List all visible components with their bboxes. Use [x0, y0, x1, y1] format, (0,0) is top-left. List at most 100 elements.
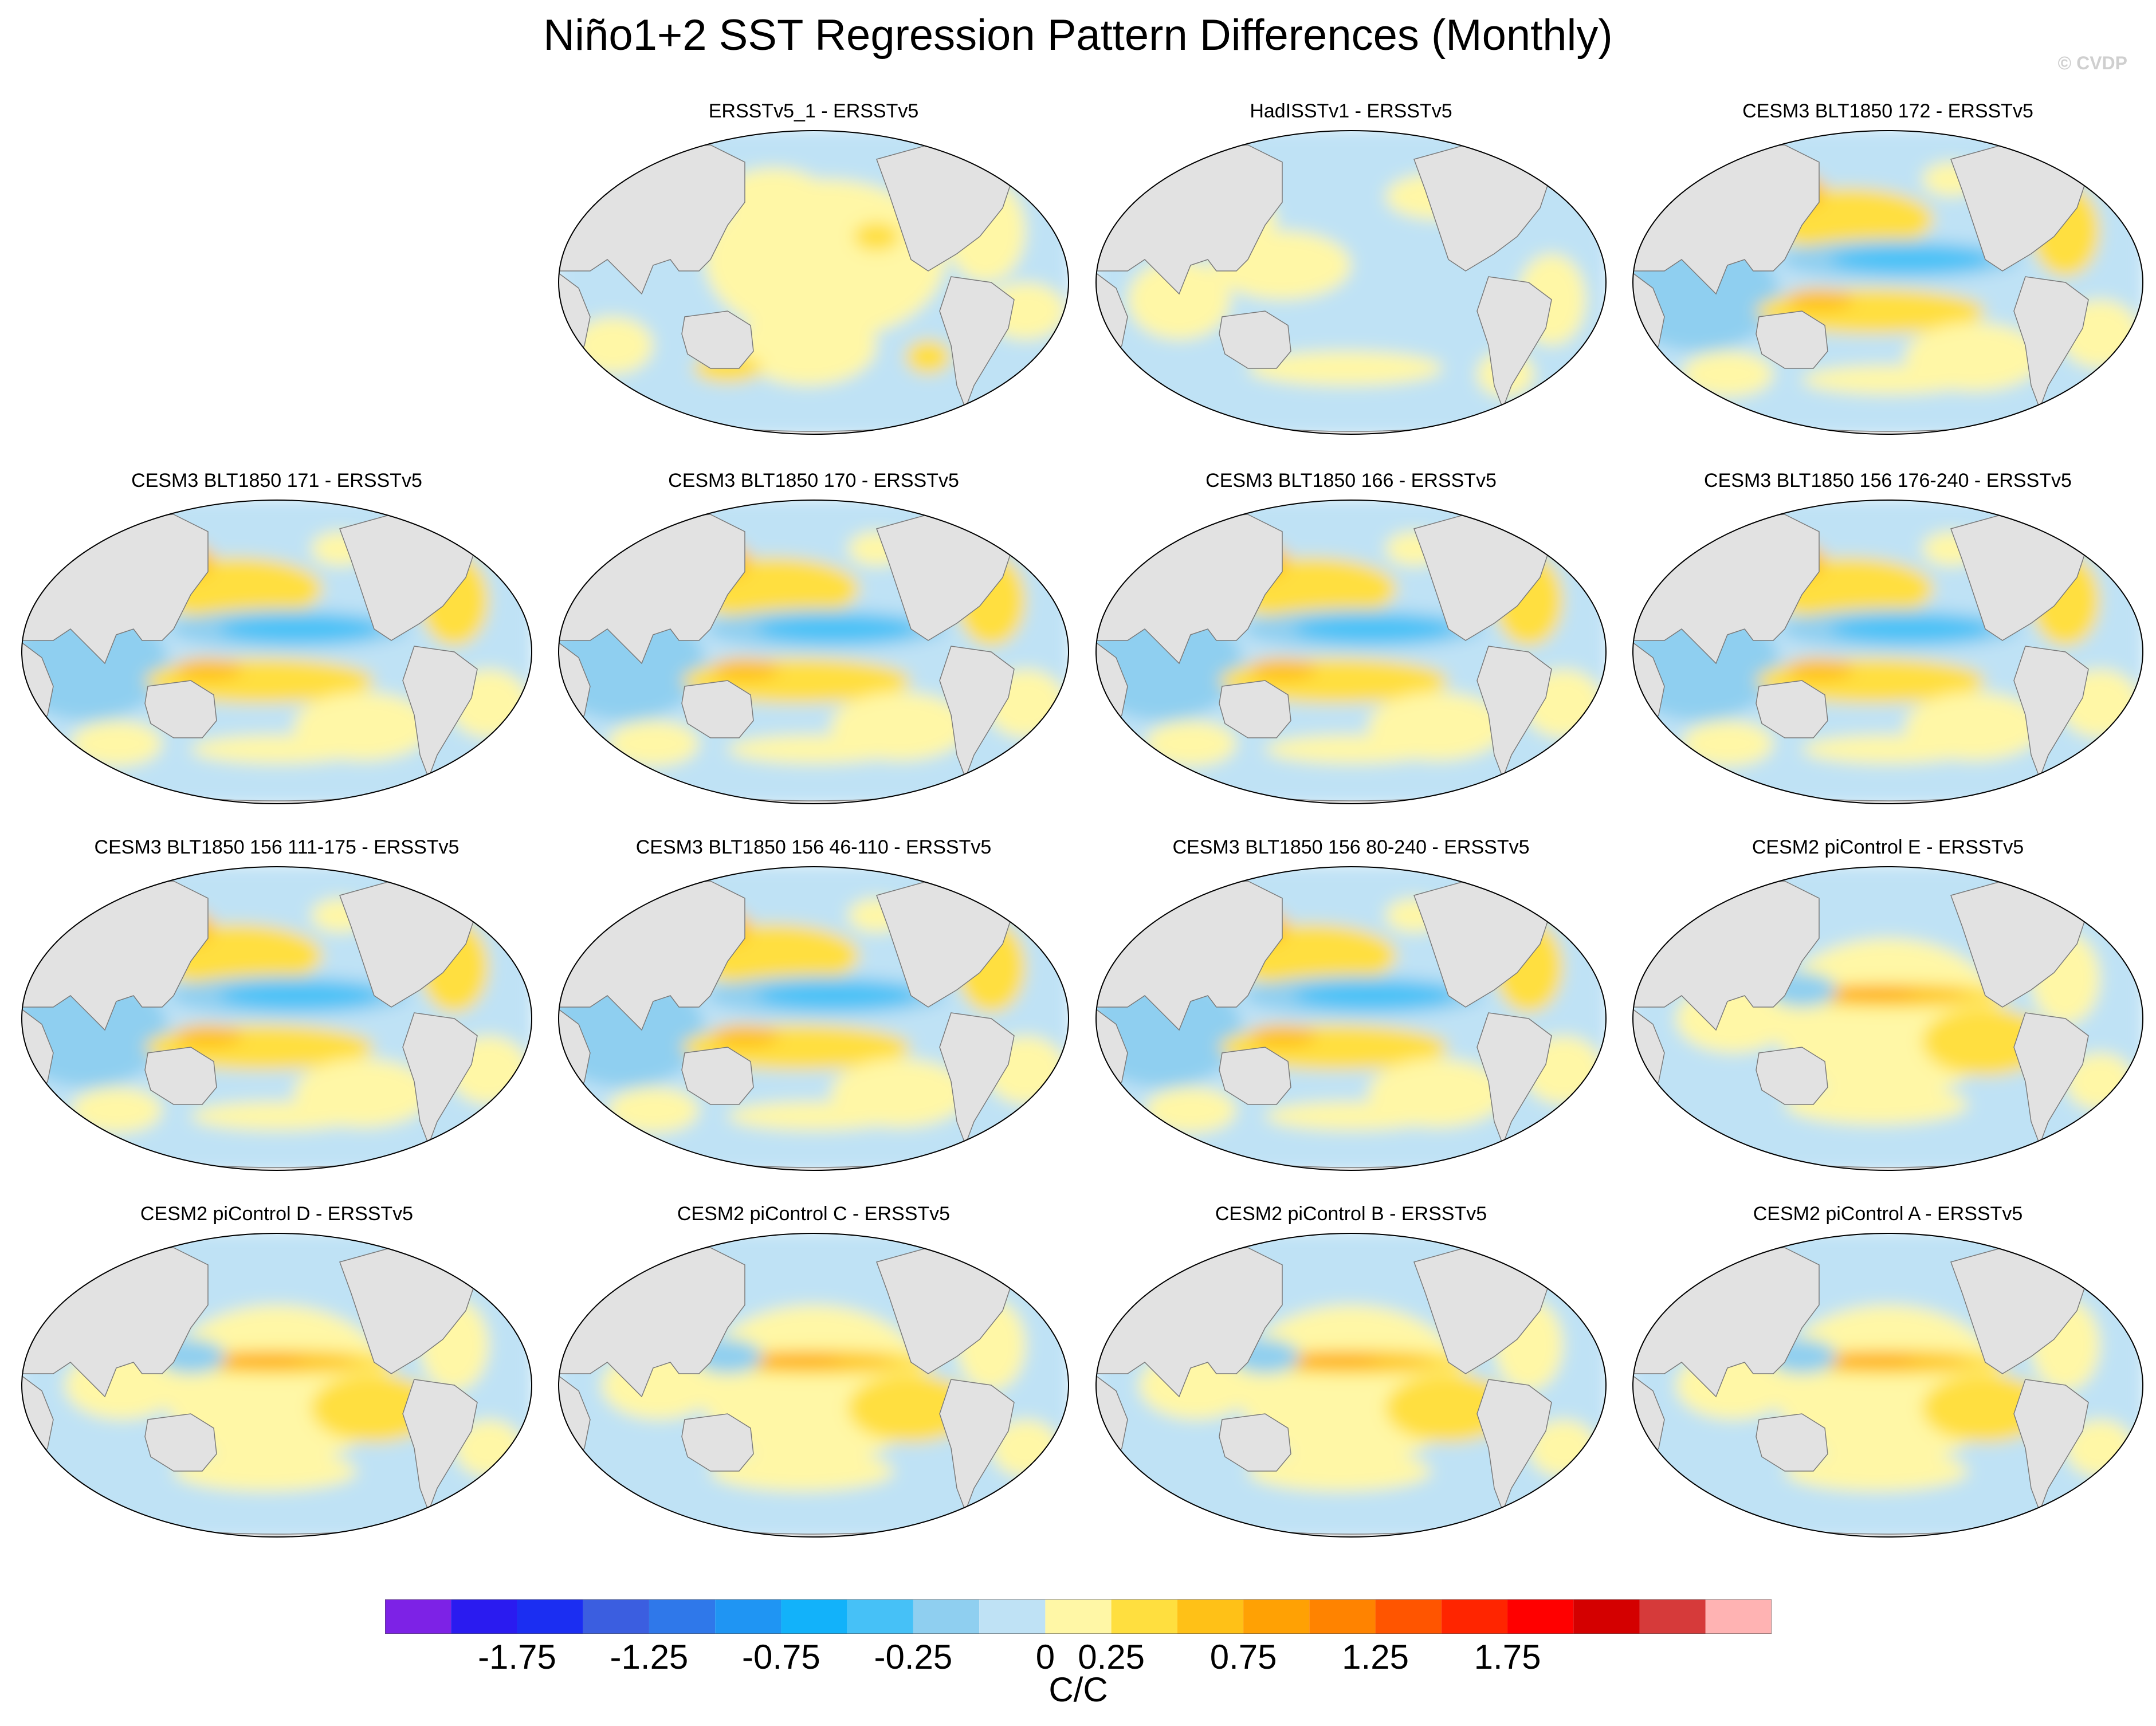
anomaly-blob	[607, 721, 699, 766]
australia-landmass	[681, 680, 754, 738]
anomaly-blob	[219, 616, 380, 642]
map-border	[1095, 130, 1607, 435]
australia-landmass	[1756, 1047, 1828, 1105]
map-panel: CESM2 piControl A - ERSSTv5	[1621, 1203, 2154, 1547]
anomaly-blob	[1145, 721, 1236, 766]
anomaly-blob	[70, 1087, 162, 1133]
world-map	[21, 1233, 532, 1538]
colorbar-swatch	[649, 1599, 716, 1634]
anomaly-blob	[1785, 1084, 1968, 1125]
colorbar-swatch	[781, 1599, 847, 1634]
map-border	[21, 1233, 532, 1538]
colorbar-swatch	[1177, 1599, 1244, 1634]
anomaly-blob	[174, 1451, 357, 1491]
colorbar-swatch	[979, 1599, 1046, 1634]
south-america-landmass	[939, 276, 1015, 410]
anomaly-blob	[722, 168, 825, 225]
south-america-landmass	[2013, 276, 2089, 410]
anomaly-blob	[728, 735, 900, 764]
anomaly-blob	[1802, 735, 1974, 764]
colorbar-swatch	[385, 1599, 451, 1634]
page-title: Niño1+2 SST Regression Pattern Differenc…	[543, 11, 1613, 60]
anomaly-blob	[1682, 351, 1773, 397]
anomaly-blob	[1385, 1374, 1511, 1442]
australia-landmass	[144, 1413, 217, 1472]
south-america-landmass	[402, 1379, 478, 1513]
anomaly-blob	[607, 1087, 699, 1133]
south-america-landmass	[1476, 646, 1552, 780]
colorbar-swatch	[847, 1599, 913, 1634]
south-america-landmass	[2013, 1012, 2089, 1146]
map-panel: ERSSTv5_1 - ERSSTv5	[547, 100, 1080, 444]
anomaly-blob	[311, 1374, 437, 1442]
anomaly-blob	[710, 658, 779, 681]
map-border	[1632, 1233, 2143, 1538]
map-panel: CESM3 BLT1850 156 176-240 - ERSSTv5	[1621, 470, 2154, 813]
panel-title: CESM2 piControl C - ERSSTv5	[677, 1203, 951, 1225]
anomaly-blob	[1294, 983, 1454, 1008]
colorbar-swatch	[1111, 1599, 1177, 1634]
map-panel: CESM3 BLT1850 172 - ERSSTv5	[1621, 100, 2154, 444]
colorbar-tick-label: 1.75	[1474, 1638, 1541, 1676]
panel-title: CESM2 piControl A - ERSSTv5	[1753, 1203, 2023, 1225]
panel-title: CESM3 BLT1850 166 - ERSSTv5	[1205, 470, 1497, 492]
anomaly-blob	[1277, 1355, 1380, 1365]
anomaly-blob	[905, 340, 951, 374]
south-america-landmass	[2013, 1379, 2089, 1513]
anomaly-blob	[70, 721, 162, 766]
south-america-landmass	[402, 1012, 478, 1146]
anomaly-blob	[1831, 247, 1991, 272]
map-border	[1095, 500, 1607, 804]
panel-title: CESM3 BLT1850 156 80-240 - ERSSTv5	[1172, 836, 1530, 858]
map-border	[1095, 866, 1607, 1171]
map-border	[21, 500, 532, 804]
colorbar-tick-label: 0.75	[1209, 1638, 1277, 1676]
map-panel: CESM2 piControl D - ERSSTv5	[10, 1203, 543, 1547]
colorbar-swatch	[1705, 1599, 1772, 1634]
world-map	[558, 130, 1069, 435]
australia-landmass	[144, 680, 217, 738]
colorbar-swatch	[517, 1599, 583, 1634]
colorbar-swatch	[1507, 1599, 1574, 1634]
map-panel: CESM2 piControl C - ERSSTv5	[547, 1203, 1080, 1547]
anomaly-blob	[1248, 351, 1443, 386]
colorbar-swatch	[1243, 1599, 1310, 1634]
anomaly-blob	[1785, 658, 1853, 681]
anomaly-blob	[756, 616, 917, 642]
panel-title: CESM3 BLT1850 170 - ERSSTv5	[668, 470, 959, 492]
map-panel: CESM3 BLT1850 171 - ERSSTv5	[10, 470, 543, 813]
colorbar-tick-label: -1.75	[478, 1638, 556, 1676]
anomaly-blob	[728, 1102, 900, 1130]
australia-landmass	[1756, 310, 1828, 369]
world-map	[1632, 500, 2143, 804]
anomaly-blob	[191, 735, 363, 764]
map-border	[558, 500, 1069, 804]
colorbar-swatch	[583, 1599, 649, 1634]
colorbar-swatch	[1045, 1599, 1112, 1634]
colorbar	[385, 1599, 1772, 1634]
world-map	[1632, 130, 2143, 435]
map-panel: CESM2 piControl E - ERSSTv5	[1621, 836, 2154, 1180]
anomaly-blob	[1145, 1087, 1236, 1133]
panel-title: CESM2 piControl D - ERSSTv5	[140, 1203, 414, 1225]
map-border	[1632, 130, 2143, 435]
anomaly-blob	[1831, 616, 1991, 642]
anomaly-blob	[1813, 1355, 1917, 1365]
world-map	[558, 866, 1069, 1171]
map-panel: HadISSTv1 - ERSSTv5	[1085, 100, 1617, 444]
panel-title: CESM3 BLT1850 156 176-240 - ERSSTv5	[1704, 470, 2072, 492]
world-map	[1632, 1233, 2143, 1538]
anomaly-blob	[1802, 365, 1974, 394]
world-map	[558, 1233, 1069, 1538]
australia-landmass	[1756, 680, 1828, 738]
colorbar-swatch	[715, 1599, 781, 1634]
map-panel: CESM3 BLT1850 170 - ERSSTv5	[547, 470, 1080, 813]
australia-landmass	[1219, 1047, 1291, 1105]
anomaly-blob	[739, 1355, 842, 1365]
australia-landmass	[1756, 1413, 1828, 1472]
south-america-landmass	[1476, 1012, 1552, 1146]
anomaly-blob	[174, 658, 242, 681]
map-border	[1632, 866, 2143, 1171]
anomaly-blob	[756, 983, 917, 1008]
anomaly-blob	[710, 1024, 779, 1047]
